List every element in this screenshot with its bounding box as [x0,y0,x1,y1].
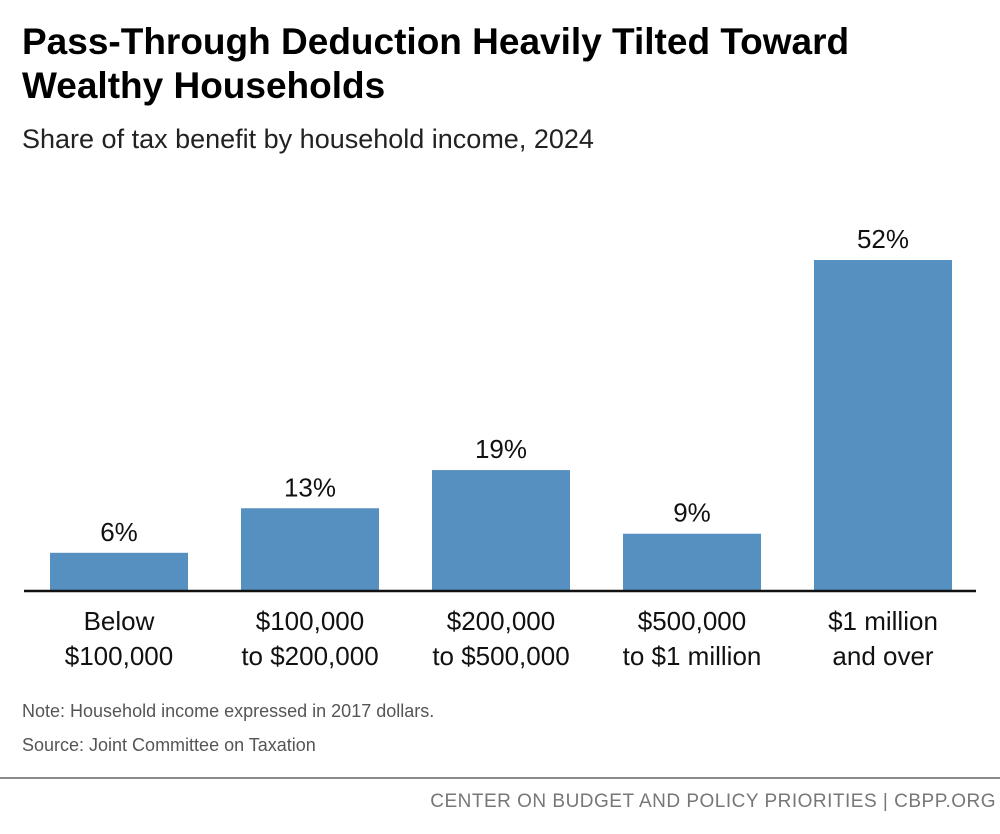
category-label-4-line-0: $1 million [828,606,938,636]
bar-1 [241,508,379,591]
bar-4 [814,260,952,591]
bar-2 [432,470,570,591]
value-label-3: 9% [673,498,711,528]
value-label-0: 6% [100,517,138,547]
bar-0 [50,552,188,591]
bar-3 [623,533,761,591]
category-label-3-line-1: to $1 million [623,641,762,671]
footer-credit: CENTER ON BUDGET AND POLICY PRIORITIES |… [430,791,996,812]
category-label-3-line-0: $500,000 [638,606,746,636]
footer-divider [0,777,1000,779]
chart-note: Note: Household income expressed in 2017… [22,701,435,721]
category-label-0-line-0: Below [84,606,155,636]
category-label-1-line-1: to $200,000 [241,641,378,671]
category-label-4-line-1: and over [832,641,934,671]
chart-subtitle: Share of tax benefit by household income… [22,124,594,154]
category-label-2-line-1: to $500,000 [432,641,569,671]
value-label-1: 13% [284,472,336,502]
bars-layer [50,260,952,591]
chart-title: Pass-Through Deduction Heavily Tilted To… [22,21,850,106]
chart-source: Source: Joint Committee on Taxation [22,735,316,755]
category-label-0-line-1: $100,000 [65,641,173,671]
labels-layer: 6% Below $100,000 13% $100,000 to $200,000 19%… [65,224,938,671]
category-label-2-line-0: $200,000 [447,606,555,636]
bar-chart: 6% Below $100,000 13% $100,000 to $200,000 19%… [24,224,976,671]
category-label-1-line-0: $100,000 [256,606,364,636]
value-label-4: 52% [857,224,909,254]
value-label-2: 19% [475,434,527,464]
